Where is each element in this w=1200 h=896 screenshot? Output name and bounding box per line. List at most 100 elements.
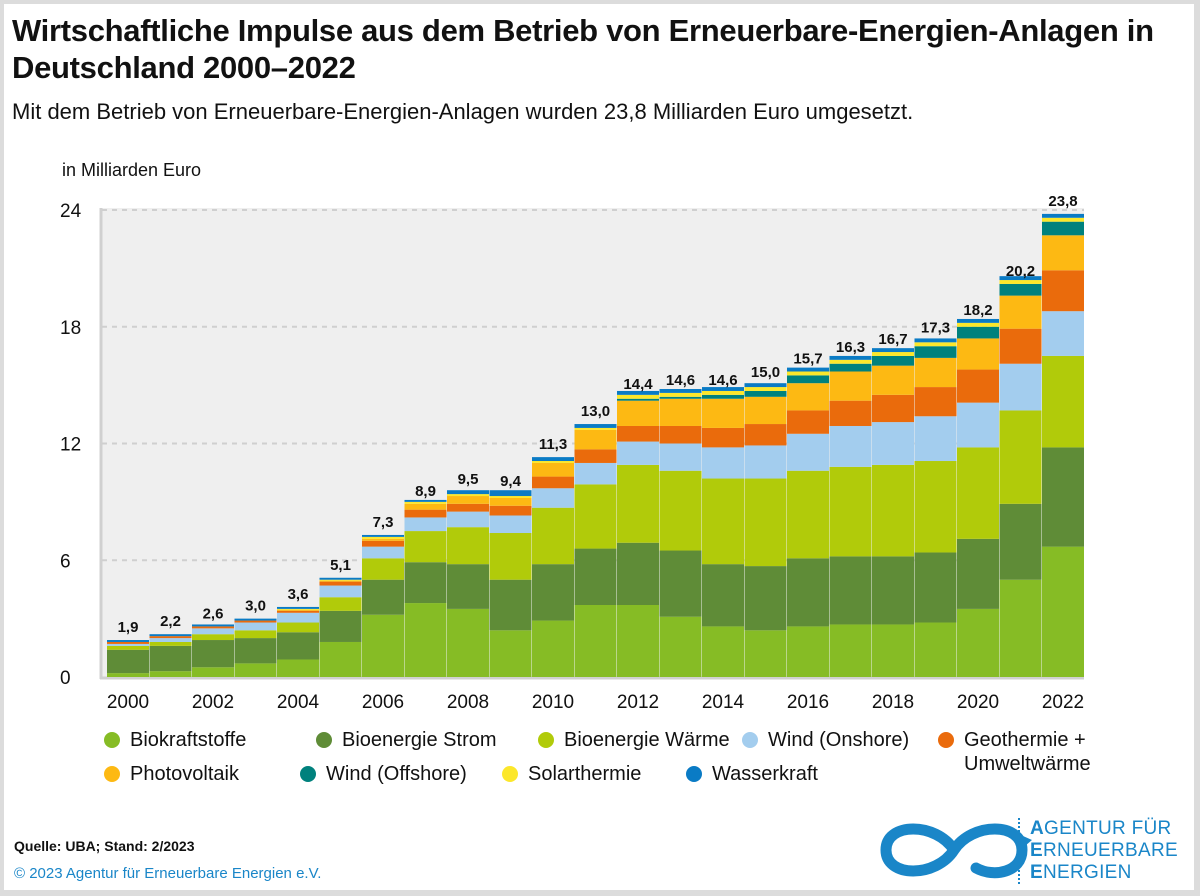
legend-item: Solarthermie: [502, 762, 641, 786]
bar-segment: [362, 558, 404, 580]
bar-segment: [404, 603, 447, 677]
bar-segment: [957, 447, 999, 539]
bar-segment: [319, 579, 362, 581]
bar-segment: [107, 645, 149, 650]
y-tick-label: 0: [60, 668, 71, 689]
legend-item: Photovoltaik: [104, 762, 239, 786]
bar-segment: [872, 352, 914, 356]
legend-swatch-icon: [104, 766, 120, 782]
bar-segment: [659, 616, 702, 677]
logo-wordmark: AGENTUR FÜR ERNEUERBARE ENERGIEN: [1030, 818, 1178, 884]
bar-segment: [702, 427, 744, 448]
bar-segment: [277, 659, 319, 677]
bar-segment: [277, 612, 319, 623]
bar-segment: [489, 505, 532, 516]
bar-segment: [744, 424, 787, 446]
total-label: 7,3: [373, 514, 394, 531]
bar-segment: [447, 494, 489, 497]
bar-segment: [149, 636, 192, 639]
bar-segment: [744, 445, 787, 479]
x-tick-label: 2014: [702, 692, 745, 713]
bar-segment: [447, 608, 489, 677]
bar-segment: [447, 496, 489, 504]
bar-segment: [914, 338, 957, 343]
bar-segment: [787, 433, 829, 471]
legend-item: Bioenergie Wärme: [538, 728, 730, 752]
bar-segment: [999, 503, 1042, 580]
logo-line-1: GENTUR FÜR: [1044, 818, 1172, 839]
bar-segment: [999, 410, 1042, 504]
chart-title: Wirtschaftliche Impulse aus dem Betrieb …: [12, 13, 1154, 85]
bar-segment: [192, 640, 234, 668]
bar-segment: [659, 470, 702, 551]
logo-letter-a: A: [1030, 818, 1045, 839]
bar-segment: [362, 579, 404, 615]
y-tick-label: 12: [60, 435, 81, 456]
bar-segment: [277, 609, 319, 611]
bar-segment: [659, 396, 702, 399]
legend-item: Wind (Offshore): [300, 762, 467, 786]
bar-segment: [234, 630, 277, 639]
bar-segment: [914, 622, 957, 677]
bar-segment: [999, 579, 1042, 677]
bar-stack-2013: [659, 389, 702, 677]
x-tick-label: 2006: [362, 692, 404, 713]
x-tick-label: 2016: [787, 692, 829, 713]
total-label: 8,9: [415, 483, 436, 500]
bar-segment: [404, 509, 447, 518]
legend-label: Geothermie + Umweltwärme: [964, 729, 1091, 775]
bar-segment: [362, 614, 404, 677]
y-tick-label: 24: [60, 201, 82, 222]
bar-stack-2018: [872, 348, 914, 677]
bar-segment: [702, 447, 744, 479]
bar-segment: [914, 342, 957, 347]
total-label: 1,9: [118, 619, 139, 636]
bar-segment: [872, 355, 914, 366]
bars: [107, 213, 1084, 677]
bar-segment: [787, 626, 829, 677]
bar-stack-2019: [914, 338, 957, 677]
bar-segment: [362, 538, 404, 541]
bar-segment: [829, 400, 872, 426]
bar-segment: [107, 640, 149, 642]
bar-segment: [1042, 221, 1084, 236]
bar-segment: [1042, 217, 1084, 222]
bar-segment: [999, 280, 1042, 284]
bar-segment: [149, 641, 192, 646]
bar-segment: [277, 610, 319, 613]
bar-segment: [787, 470, 829, 559]
bar-segment: [829, 425, 872, 467]
bar-segment: [999, 295, 1042, 329]
total-label: 11,3: [539, 436, 567, 453]
bar-segment: [829, 371, 872, 401]
total-label: 5,1: [330, 557, 351, 574]
bar-segment: [362, 540, 404, 547]
bar-segment: [1042, 355, 1084, 448]
bar-segment: [999, 276, 1042, 281]
bar-segment: [957, 322, 999, 327]
bar-stack-2021: [999, 276, 1042, 677]
bar-segment: [574, 424, 617, 428]
total-label: 20,2: [1006, 263, 1035, 280]
total-label: 14,4: [623, 376, 653, 393]
bar-stack-2011: [574, 424, 617, 677]
x-tick-label: 2022: [1042, 692, 1084, 713]
bar-segment: [1042, 311, 1084, 356]
bar-segment: [914, 387, 957, 417]
bar-segment: [234, 618, 277, 621]
bar-segment: [404, 499, 447, 502]
bar-stack-2010: [532, 457, 574, 677]
bar-segment: [277, 606, 319, 609]
bar-segment: [829, 466, 872, 557]
bar-segment: [787, 410, 829, 434]
legend-swatch-icon: [104, 732, 120, 748]
bar-segment: [404, 562, 447, 604]
legend-label: Bioenergie Wärme: [564, 729, 730, 751]
bar-segment: [787, 371, 829, 376]
logo-letter-e1: E: [1030, 840, 1043, 861]
bar-segment: [149, 638, 192, 642]
bar-segment: [744, 387, 787, 391]
bar-segment: [744, 383, 787, 388]
bar-segment: [744, 566, 787, 631]
